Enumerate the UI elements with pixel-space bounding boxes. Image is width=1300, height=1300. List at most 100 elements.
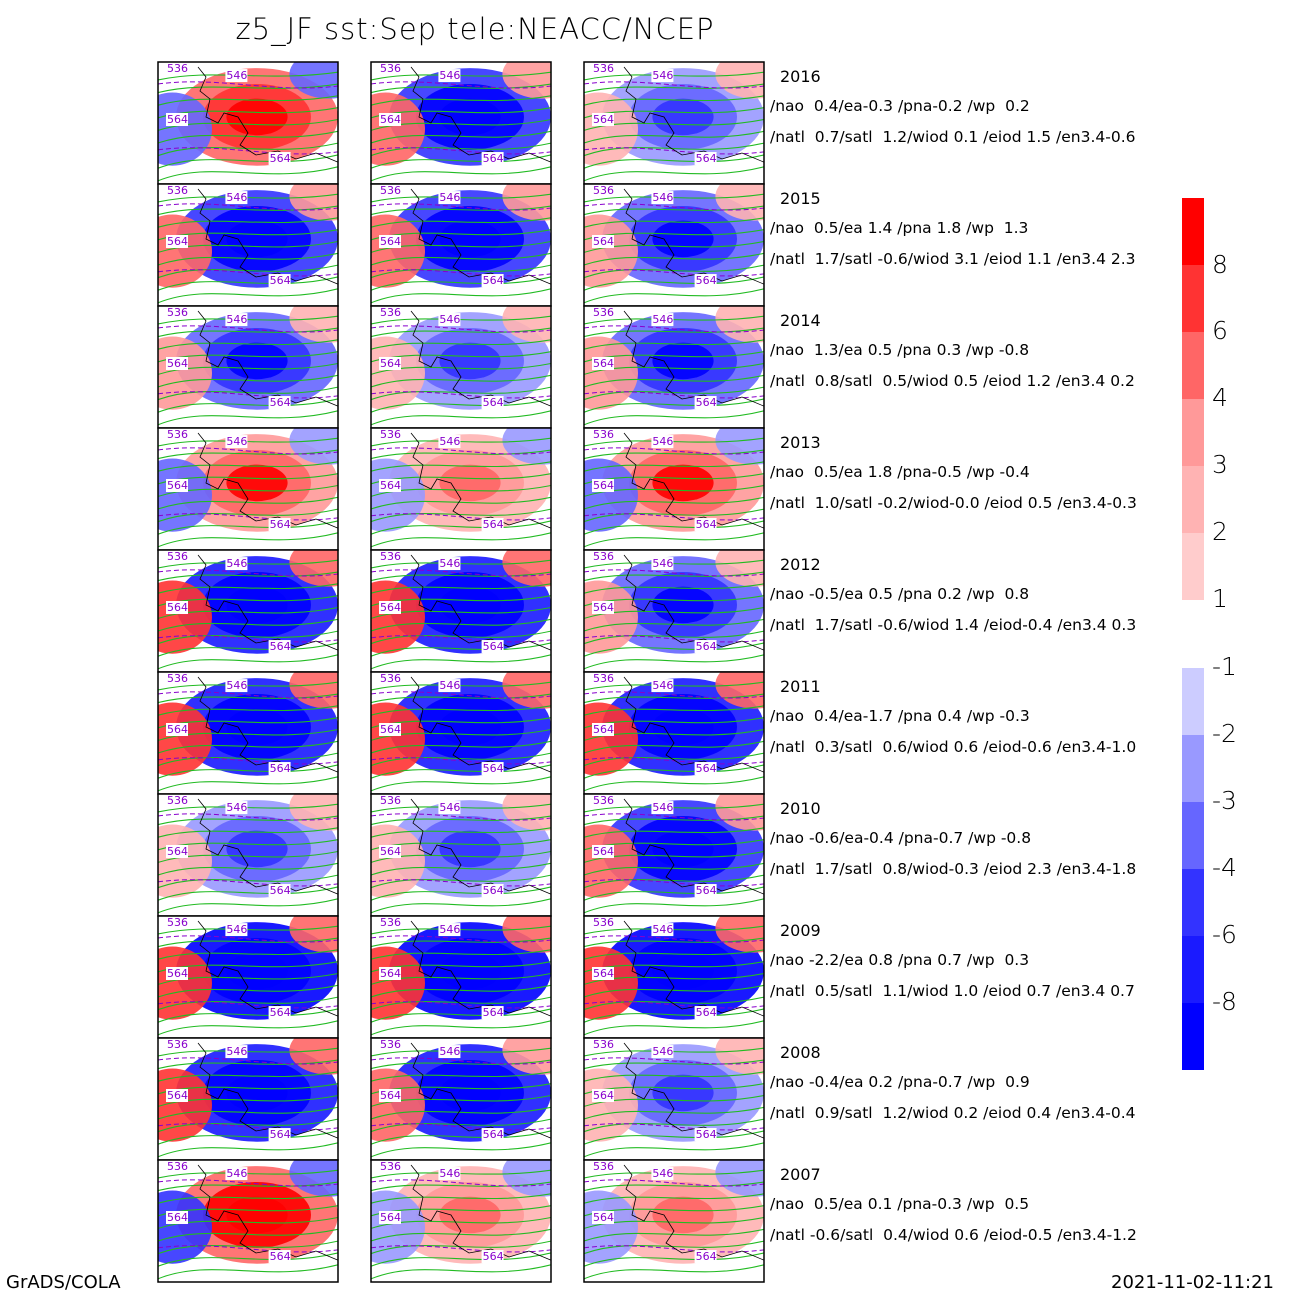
contour-label: 564 [270,1250,291,1263]
climatology-contour [584,269,764,277]
contour-label-bg [651,435,674,449]
map-panel-2013-3: 536 546 564 564 [583,427,765,551]
contour-label-bg [481,274,504,288]
anomaly-blob [584,1190,638,1264]
row-index-line-1: /nao 0.5/ea 1.4 /pna 1.8 /wp 1.3 [770,219,1029,237]
contour-label-bg [651,191,674,205]
contour-label-bg [379,62,401,75]
contour-label-bg [225,435,248,449]
contour-label: 564 [270,884,291,897]
height-contour [584,874,764,889]
anomaly-blob [158,1190,212,1264]
contour-label-bg [166,235,188,248]
contour-label-bg [166,1038,188,1051]
anomaly-blob [289,916,338,953]
height-contour [371,1228,551,1242]
contour-label-bg [268,1250,291,1264]
height-contour [371,886,551,901]
climatology-contour [584,1123,764,1131]
row-index-line-2: /natl 0.8/satl 0.5/wiod 0.5 /eiod 1.2 /e… [770,372,1135,390]
climatology-contour [584,147,764,155]
climatology-contour [371,1245,551,1253]
height-contour [371,583,551,594]
anomaly-blob [439,830,501,868]
contour-label: 564 [593,479,614,492]
contour-label: 536 [593,672,614,685]
row-index-line-1: /nao 0.5/ea 0.1 /pna-0.3 /wp 0.5 [770,1195,1030,1213]
contour-label: 564 [167,479,188,492]
contour-label-bg [438,69,461,83]
contour-label-bg [481,640,504,654]
contour-label: 564 [380,235,401,248]
height-contour [371,327,551,338]
height-contour [158,815,338,826]
contour-label-bg [225,923,248,937]
contour-label: 564 [696,1128,717,1141]
anomaly-blob [584,824,638,898]
height-contour [584,764,764,779]
anomaly-blob [226,464,288,502]
height-contour [371,874,551,889]
row-year: 2012 [780,555,821,574]
anomaly-blob [226,952,288,990]
contour-label: 546 [226,191,247,204]
height-contour [371,95,551,106]
contour-label: 536 [593,428,614,441]
contour-label-bg [166,62,188,75]
height-contour [158,1228,338,1242]
height-contour [584,461,764,472]
anomaly-blob [371,1068,425,1142]
anomaly-blob [715,1160,764,1197]
contour-label: 564 [696,1006,717,1019]
height-contour [371,1059,551,1070]
height-contour [371,740,551,754]
climatology-contour [371,1123,551,1131]
height-contour [371,949,551,960]
row-index-line-1: /nao 0.4/ea-0.3 /pna-0.2 /wp 0.2 [770,97,1030,115]
anomaly-blob [439,952,501,990]
panel-border [370,1159,552,1283]
contour-label-bg [166,550,188,563]
height-contour [158,1059,338,1070]
climatology-contour [158,635,338,643]
contour-label: 564 [380,1089,401,1102]
row-index-line-1: /nao -0.4/ea 0.2 /pna-0.7 /wp 0.9 [770,1073,1030,1091]
contour-label-bg [268,274,291,288]
anomaly-blob [371,336,425,410]
anomaly-blob [158,946,212,1020]
panel-border [583,1159,765,1283]
row-year: 2010 [780,799,821,818]
height-contour [371,764,551,779]
height-contour [371,996,551,1011]
height-contour [584,1142,764,1158]
climatology-contour [371,269,551,277]
height-contour [584,1071,764,1082]
contour-label: 546 [439,191,460,204]
row-index-line-1: /nao 1.3/ea 0.5 /pna 0.3 /wp -0.8 [770,341,1030,359]
climatology-contour [584,691,764,699]
contour-label: 564 [483,640,504,653]
anomaly-blob [158,1068,212,1142]
anomaly-blob [584,458,638,532]
map-panel-2011-2: 536 546 564 564 [370,671,552,795]
contour-label-bg [592,184,614,197]
height-contour [158,764,338,779]
contour-label-bg [481,762,504,776]
height-contour [158,252,338,266]
height-contour [584,1193,764,1204]
climatology-contour [158,269,338,277]
height-contour [584,142,764,157]
height-contour [584,693,764,704]
height-contour [584,154,764,169]
contour-label-bg [268,1006,291,1020]
anomaly-blob [439,220,501,258]
contour-label: 536 [167,1160,188,1173]
contour-label: 546 [439,1045,460,1058]
contour-label-bg [268,152,291,166]
row-index-line-2: /natl 0.7/satl 1.2/wiod 0.1 /eiod 1.5 /e… [770,128,1136,146]
row-index-line-2: /natl 0.9/satl 1.2/wiod 0.2 /eiod 0.4 /e… [770,1104,1136,1122]
contour-label: 546 [226,69,247,82]
contour-label: 564 [380,601,401,614]
height-contour [584,705,764,716]
height-contour [158,496,338,510]
